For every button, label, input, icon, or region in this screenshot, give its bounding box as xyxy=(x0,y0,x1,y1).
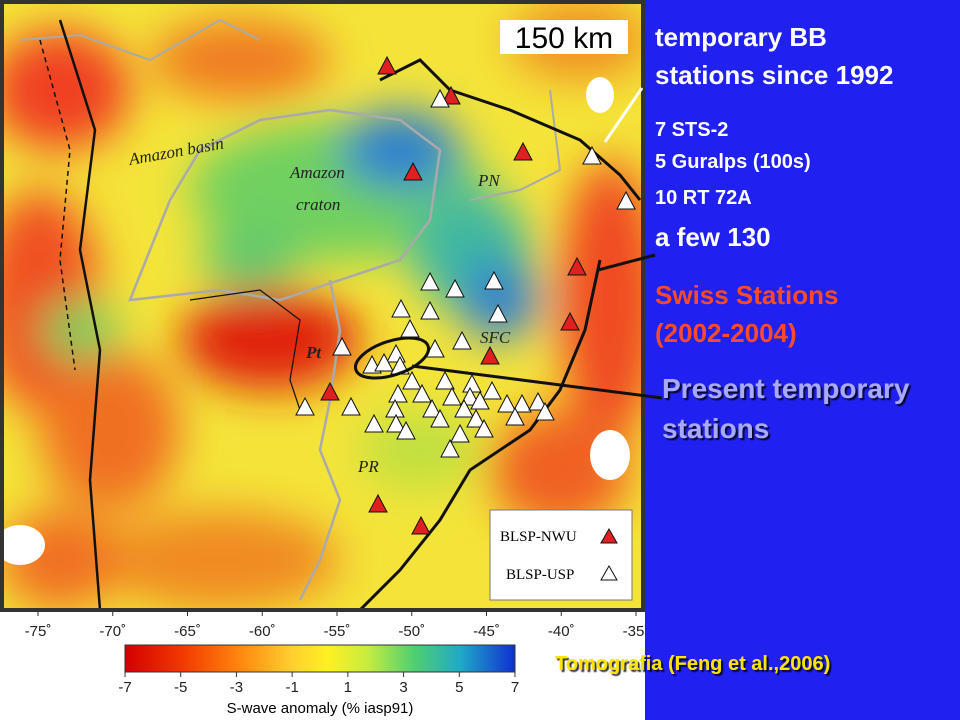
station xyxy=(341,396,361,416)
region-label: Pt xyxy=(305,343,322,362)
station xyxy=(377,55,397,75)
station xyxy=(445,278,465,298)
region-label: PN xyxy=(477,171,501,190)
station xyxy=(425,338,445,358)
station xyxy=(567,256,587,276)
station xyxy=(482,380,502,400)
side-count: 5 Guralps (100s) xyxy=(655,151,811,173)
station xyxy=(386,413,406,433)
scale-label: 150 km xyxy=(515,22,613,55)
lon-label: -75˚ xyxy=(25,623,52,640)
legend-label: BLSP-NWU xyxy=(500,529,577,545)
station xyxy=(420,271,440,291)
colorbar-tick-label: -3 xyxy=(230,679,243,696)
colorbar-tick-label: 5 xyxy=(455,679,463,696)
lon-label: -65˚ xyxy=(174,623,201,640)
station xyxy=(388,383,408,403)
station xyxy=(412,383,432,403)
legend-box xyxy=(489,509,633,601)
tomography-map xyxy=(4,4,641,608)
scale-box xyxy=(500,20,628,54)
lon-label: -60˚ xyxy=(249,623,276,640)
station xyxy=(396,420,416,440)
station xyxy=(402,370,422,390)
colorbar-tick-label: -5 xyxy=(174,679,187,696)
station xyxy=(484,270,504,290)
side-title: temporary BB xyxy=(655,22,827,52)
station xyxy=(497,393,517,413)
lon-label: -55˚ xyxy=(324,623,351,640)
station xyxy=(474,418,494,438)
station xyxy=(454,398,474,418)
station xyxy=(295,396,315,416)
station xyxy=(450,423,470,443)
legend-label: BLSP-USP xyxy=(506,567,574,583)
side-count: a few 130 xyxy=(655,222,771,252)
lon-label: -35˚ xyxy=(623,623,650,640)
station xyxy=(488,303,508,323)
swiss-label: (2002-2004) xyxy=(655,318,797,348)
colorbar-tick-label: -7 xyxy=(118,679,131,696)
station xyxy=(535,401,555,421)
station xyxy=(505,406,525,426)
pointer xyxy=(603,87,644,143)
colorbar-tick-label: 7 xyxy=(511,679,519,696)
station xyxy=(411,515,431,535)
colorbar-tick-label: 3 xyxy=(399,679,407,696)
present-label: Present temporary xyxy=(662,373,910,404)
station xyxy=(435,370,455,390)
citation: Tomografia (Feng et al.,2006) xyxy=(555,653,830,675)
station xyxy=(420,300,440,320)
station xyxy=(422,398,442,418)
pointer xyxy=(411,364,663,400)
side-panel xyxy=(645,0,960,720)
station xyxy=(320,381,340,401)
colorbar-tick-label: 1 xyxy=(344,679,352,696)
present-label: stations xyxy=(662,413,769,444)
side-count: 10 RT 72A xyxy=(655,187,752,209)
region-label: craton xyxy=(296,195,340,214)
region-label: Amazon xyxy=(289,163,345,182)
legend-marker xyxy=(600,564,618,581)
station xyxy=(528,391,548,411)
station xyxy=(430,88,450,108)
station xyxy=(452,330,472,350)
station xyxy=(403,161,423,181)
station xyxy=(332,336,352,356)
colorbar-tick-label: -1 xyxy=(285,679,298,696)
station xyxy=(441,85,461,105)
station xyxy=(364,413,384,433)
station xyxy=(466,408,486,428)
swiss-label: Swiss Stations xyxy=(655,280,839,310)
station xyxy=(616,190,636,210)
side-count: 7 STS-2 xyxy=(655,119,728,141)
lon-label: -45˚ xyxy=(473,623,500,640)
lon-label: -50˚ xyxy=(398,623,425,640)
legend-marker xyxy=(600,527,618,544)
station xyxy=(470,390,490,410)
region-label: PR xyxy=(357,457,379,476)
station xyxy=(582,145,602,165)
region-label: SFC xyxy=(480,328,511,347)
pointer xyxy=(597,253,656,272)
side-title: stations since 1992 xyxy=(655,60,893,90)
lon-label: -40˚ xyxy=(548,623,575,640)
lon-label: -70˚ xyxy=(99,623,126,640)
station xyxy=(440,438,460,458)
station xyxy=(368,493,388,513)
colorbar xyxy=(124,644,516,673)
station xyxy=(374,352,394,372)
station xyxy=(430,408,450,428)
station xyxy=(442,386,462,406)
station xyxy=(512,393,532,413)
station xyxy=(391,298,411,318)
station xyxy=(480,345,500,365)
station xyxy=(560,311,580,331)
station xyxy=(513,141,533,161)
station xyxy=(460,386,480,406)
colorbar-label: S-wave anomaly (% iasp91) xyxy=(227,700,414,717)
